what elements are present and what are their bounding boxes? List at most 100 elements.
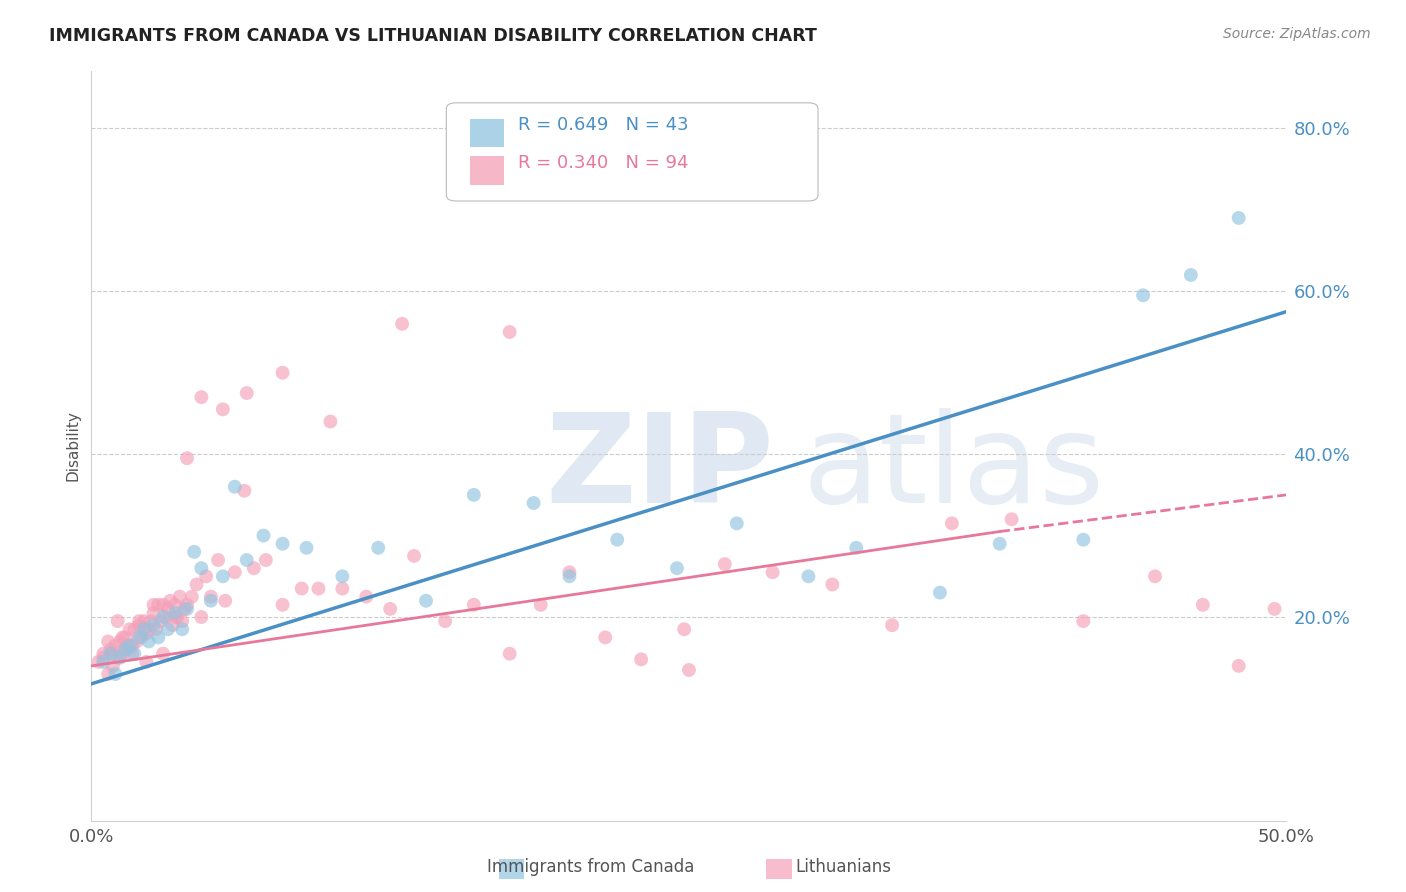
Point [152,647,174,661]
Point [148,631,170,645]
Text: atlas: atlas [803,408,1105,529]
Point [149,614,172,628]
Point [463,488,485,502]
Point [115,639,138,653]
Point [207,553,229,567]
Point [200,593,222,607]
Point [128,618,150,632]
Point [498,325,520,339]
Bar [470,119,503,147]
Point [415,593,437,607]
Point [291,582,314,596]
Point [107,614,129,628]
Point [271,598,294,612]
Point [118,639,141,653]
Point [243,561,266,575]
Point [233,483,256,498]
Point [761,566,783,580]
Point [145,622,167,636]
Y-axis label: Disability: Disability [65,410,80,482]
Point [252,528,274,542]
Point [100,642,122,657]
Point [114,631,136,645]
Point [138,634,160,648]
Point [235,553,259,567]
Text: R = 0.340   N = 94: R = 0.340 N = 94 [517,153,689,172]
Point [163,598,186,612]
Point [211,569,233,583]
Point [1227,211,1250,225]
Point [101,647,124,661]
Point [367,541,389,555]
Point [121,647,143,661]
Point [224,566,246,580]
Point [523,496,546,510]
Point [183,545,205,559]
Point [235,386,259,401]
Point [176,451,198,466]
Point [378,602,402,616]
Point [128,614,150,628]
Point [101,659,124,673]
Point [124,647,146,661]
Point [155,610,177,624]
Point [108,650,131,665]
Point [558,566,581,580]
Point [714,557,737,571]
Point [319,415,342,429]
Point [1144,569,1167,583]
Point [93,655,114,669]
Point [1192,598,1215,612]
Point [163,610,186,624]
Point [142,606,165,620]
Point [1227,659,1250,673]
Point [138,622,160,636]
Point [93,650,114,665]
Point [107,650,129,665]
Text: IMMIGRANTS FROM CANADA VS LITHUANIAN DISABILITY CORRELATION CHART: IMMIGRANTS FROM CANADA VS LITHUANIAN DIS… [49,27,817,45]
Point [295,541,318,555]
Point [162,618,184,632]
Point [97,667,120,681]
Point [195,569,218,583]
Point [307,582,329,596]
FancyBboxPatch shape [446,103,818,201]
Point [114,642,136,657]
Text: Immigrants from Canada: Immigrants from Canada [486,858,695,876]
Point [108,634,131,648]
Point [142,618,165,632]
Point [1001,512,1024,526]
Point [1264,602,1286,616]
Point [190,390,212,404]
Point [391,317,413,331]
Point [124,622,146,636]
Point [135,655,157,669]
Bar [470,156,503,185]
Point [128,631,150,645]
Point [141,614,162,628]
Point [156,602,179,616]
Point [797,569,820,583]
Point [125,634,148,648]
Point [121,639,143,653]
Point [1071,533,1094,547]
Point [404,549,426,563]
Point [332,569,354,583]
Point [176,602,198,616]
Point [148,598,170,612]
Point [104,639,127,653]
Text: ZIP: ZIP [546,408,775,529]
Point [928,585,950,599]
Point [254,553,277,567]
Point [880,618,904,632]
Point [558,569,581,583]
Point [190,561,212,575]
Point [132,614,155,628]
Point [100,647,122,661]
Point [97,634,120,648]
Point [173,602,195,616]
Point [172,622,194,636]
Point [1071,614,1094,628]
Point [224,480,246,494]
Point [606,533,628,547]
